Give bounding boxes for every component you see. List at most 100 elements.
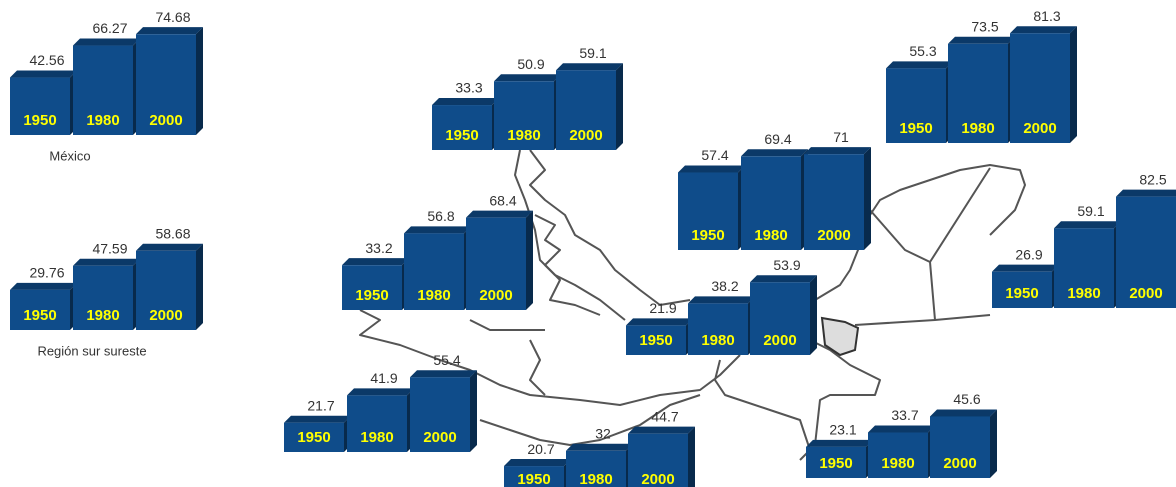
bar-top: [73, 258, 140, 266]
bar: [136, 250, 196, 330]
bar-top: [466, 210, 533, 218]
highlighted-state: [820, 316, 860, 357]
bar: [432, 105, 492, 150]
value-label: 57.4: [701, 147, 728, 163]
bar: [342, 265, 402, 310]
category-label: 1980: [754, 227, 787, 244]
bar-top: [404, 226, 471, 234]
category-label: 1950: [445, 127, 478, 144]
bar-top: [1010, 26, 1077, 34]
value-label: 21.7: [307, 397, 334, 413]
bar: [806, 446, 866, 478]
value-label: 21.9: [649, 300, 676, 316]
bar-top: [284, 415, 351, 423]
bar-top: [342, 258, 409, 266]
value-label: 20.7: [527, 441, 554, 457]
value-label: 33.2: [365, 240, 392, 256]
bar-top: [948, 36, 1015, 44]
value-label: 26.9: [1015, 246, 1042, 262]
bar-top: [1116, 189, 1176, 197]
bar-top: [410, 370, 477, 378]
category-label: 1950: [691, 227, 724, 244]
bar: [804, 154, 864, 250]
category-label: 2000: [149, 307, 182, 324]
bar-side: [196, 27, 203, 135]
bar-top: [628, 426, 695, 434]
category-label: 2000: [943, 455, 976, 472]
bar-top: [626, 318, 693, 326]
value-label: 68.4: [489, 192, 516, 208]
chart-label: Región sur sureste: [37, 343, 146, 358]
bar: [992, 271, 1052, 308]
value-label: 44.7: [651, 408, 678, 424]
category-label: 1950: [355, 287, 388, 304]
bar-top: [136, 243, 203, 251]
map-outline: [359, 149, 1026, 461]
bar-top: [347, 388, 414, 396]
bar-top: [136, 27, 203, 35]
category-label: 1950: [639, 332, 672, 349]
bar: [284, 422, 344, 452]
bar-top: [750, 275, 817, 283]
bar-top: [1054, 221, 1121, 229]
bar: [688, 303, 748, 355]
value-label: 81.3: [1033, 8, 1060, 24]
category-label: 1980: [86, 112, 119, 129]
value-label: 73.5: [971, 18, 998, 34]
bar-top: [504, 459, 571, 467]
category-label: 1950: [517, 471, 550, 487]
category-label: 1950: [297, 429, 330, 446]
bar: [136, 34, 196, 135]
bar: [886, 68, 946, 143]
bar-side: [470, 370, 477, 452]
value-label: 33.3: [455, 80, 482, 96]
category-label: 2000: [763, 332, 796, 349]
category-label: 1980: [507, 127, 540, 144]
bar-top: [10, 282, 77, 290]
bar-top: [804, 147, 871, 155]
bar-side: [688, 426, 695, 487]
value-label: 42.56: [29, 52, 64, 68]
bar: [347, 395, 407, 452]
category-label: 1980: [579, 471, 612, 487]
bar: [556, 70, 616, 150]
bar: [10, 289, 70, 330]
category-label: 2000: [423, 429, 456, 446]
bar-top: [741, 149, 808, 157]
value-label: 53.9: [773, 257, 800, 273]
value-label: 50.9: [517, 56, 544, 72]
bar-top: [886, 61, 953, 69]
category-label: 2000: [1023, 120, 1056, 137]
category-label: 1950: [819, 455, 852, 472]
bar-top: [868, 425, 935, 433]
category-label: 2000: [1129, 285, 1162, 302]
bar: [10, 77, 70, 135]
category-label: 1950: [23, 307, 56, 324]
bar: [750, 282, 810, 355]
bar-top: [930, 409, 997, 417]
bar: [466, 217, 526, 310]
bar-side: [1070, 26, 1077, 143]
bar-top: [494, 74, 561, 82]
bar: [410, 377, 470, 452]
bar: [868, 432, 928, 478]
bar-top: [806, 439, 873, 447]
bar: [948, 43, 1008, 143]
bar: [566, 450, 626, 487]
bar: [73, 265, 133, 330]
bar-top: [73, 38, 140, 46]
value-label: 66.27: [92, 20, 127, 36]
bar: [1054, 228, 1114, 308]
value-label: 56.8: [427, 208, 454, 224]
bar-top: [556, 63, 623, 71]
category-label: 2000: [569, 127, 602, 144]
value-label: 45.6: [953, 391, 980, 407]
category-label: 1980: [1067, 285, 1100, 302]
bar-top: [992, 264, 1059, 272]
bar-side: [616, 63, 623, 151]
bar: [494, 81, 554, 150]
value-label: 55.4: [433, 352, 460, 368]
value-label: 74.68: [155, 9, 190, 25]
bar: [1116, 196, 1176, 308]
value-label: 33.7: [891, 407, 918, 423]
